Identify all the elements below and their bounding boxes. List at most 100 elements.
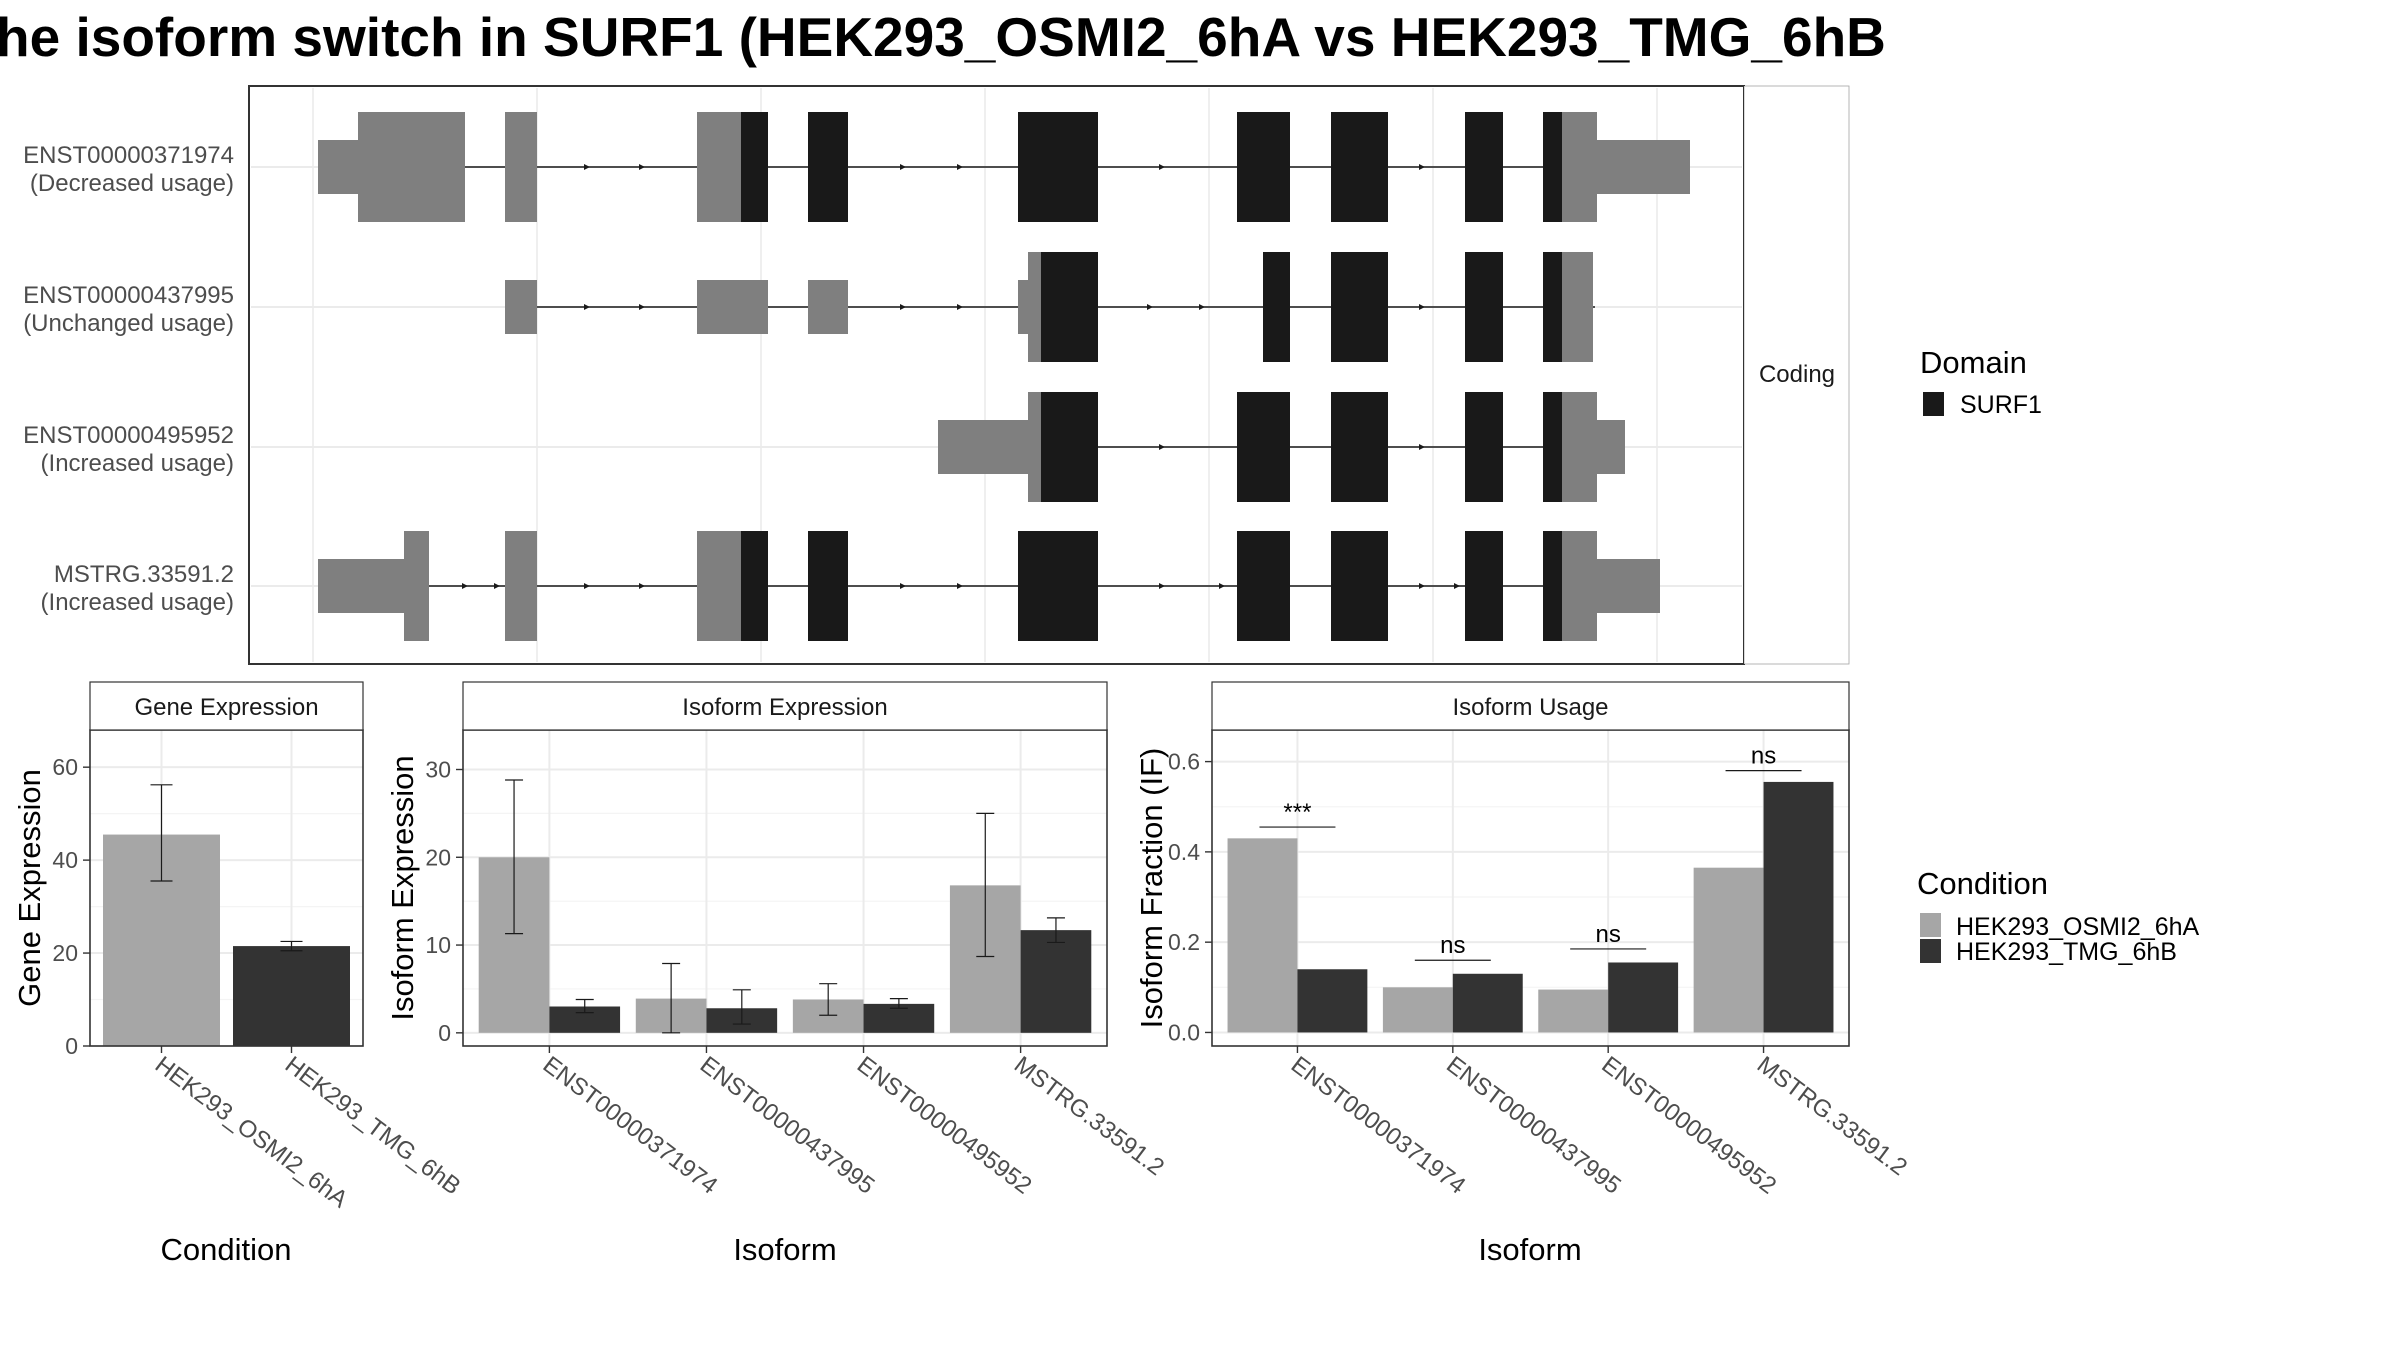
bar: [1020, 930, 1092, 1033]
bar: [1538, 989, 1609, 1033]
y-tick-label: 30: [425, 757, 451, 783]
domain-exon: [1543, 531, 1562, 641]
domain-exon: [808, 112, 848, 222]
intron-arrow: [584, 304, 590, 310]
domain-exon: [1331, 252, 1388, 362]
bar-charts: Gene Expression0204060HEK293_OSMI2_6hAHE…: [12, 681, 1912, 1267]
y-tick-label: 40: [52, 847, 78, 873]
x-axis-label: Condition: [161, 1232, 292, 1267]
domain-exon: [1237, 112, 1290, 222]
domain-exon: [1465, 531, 1503, 641]
intron-arrow: [1159, 444, 1165, 450]
domain-exon: [1237, 392, 1290, 502]
y-tick-label: 10: [425, 932, 451, 958]
panel-title: Isoform Expression: [682, 694, 887, 721]
significance-label: ns: [1440, 932, 1465, 959]
y-tick-label: 0: [65, 1033, 78, 1059]
domain-legend: Domain SURF1: [1920, 345, 2042, 419]
domain-exon: [1237, 531, 1290, 641]
utr-exon: [358, 112, 465, 222]
intron-arrow: [639, 583, 645, 589]
intron-arrow: [1419, 583, 1425, 589]
utr-exon: [505, 280, 537, 334]
utr-exon: [318, 559, 404, 613]
utr-exon: [404, 531, 429, 641]
intron-arrow: [1159, 583, 1165, 589]
y-axis-label: Isoform Fraction (IF): [1134, 748, 1169, 1029]
transcript-label-usage: (Increased usage): [41, 589, 234, 616]
significance-label: ns: [1596, 921, 1621, 948]
transcript-label-usage: (Decreased usage): [30, 170, 234, 197]
domain-legend-label: SURF1: [1960, 391, 2042, 419]
bar: [233, 946, 350, 1046]
intron-arrow: [1454, 583, 1460, 589]
condition-legend-swatch-b: [1920, 939, 1941, 963]
condition-legend: Condition HEK293_OSMI2_6hA HEK293_TMG_6h…: [1917, 866, 2200, 966]
bar: [1297, 969, 1368, 1033]
intron-arrow: [900, 304, 906, 310]
transcript-label-id: ENST00000437995: [23, 282, 234, 309]
transcript-row: [318, 531, 1660, 641]
domain-exon: [741, 531, 768, 641]
intron-arrow: [900, 164, 906, 170]
utr-exon: [318, 140, 358, 194]
transcript-label-id: ENST00000371974: [23, 142, 234, 169]
intron-arrow: [957, 304, 963, 310]
domain-exon: [1263, 252, 1290, 362]
y-tick-label: 0.2: [1168, 929, 1200, 955]
domain-exon: [1543, 112, 1562, 222]
domain-exon: [741, 112, 768, 222]
transcript-row: [505, 252, 1595, 362]
intron-arrow: [462, 583, 468, 589]
utr-exon: [1018, 280, 1028, 334]
x-tick-label: MSTRG.33591.2: [1752, 1051, 1912, 1181]
coding-strip: [1743, 85, 1850, 665]
intron-arrow: [584, 583, 590, 589]
domain-exon: [1018, 112, 1098, 222]
utr-exon: [697, 531, 741, 641]
utr-exon: [505, 112, 537, 222]
utr-exon: [1562, 392, 1597, 502]
bar: [1227, 838, 1298, 1033]
domain-exon: [1543, 252, 1562, 362]
intron-arrow: [1199, 304, 1205, 310]
intron-arrow: [584, 164, 590, 170]
bar: [1693, 867, 1764, 1033]
intron-arrow: [1147, 304, 1153, 310]
domain-exon: [1041, 252, 1098, 362]
domain-legend-swatch: [1923, 392, 1944, 416]
panel-title: Isoform Usage: [1452, 694, 1608, 721]
domain-exon: [1018, 531, 1098, 641]
figure-title: he isoform switch in SURF1 (HEK293_OSMI2…: [0, 6, 1886, 68]
intron-arrow: [639, 304, 645, 310]
transcript-row-labels: ENST00000371974(Decreased usage) ENST0000…: [23, 142, 234, 616]
domain-legend-title: Domain: [1920, 345, 2027, 380]
domain-exon: [1041, 392, 1098, 502]
y-tick-label: 0: [438, 1020, 451, 1046]
intron-arrow: [1159, 164, 1165, 170]
x-axis-label: Isoform: [733, 1232, 836, 1267]
condition-legend-title: Condition: [1917, 866, 2048, 901]
bar: [1382, 987, 1453, 1033]
bar: [1763, 781, 1834, 1033]
panel-title: Gene Expression: [134, 694, 318, 721]
transcript-rows: [318, 112, 1690, 641]
intron-arrow: [639, 164, 645, 170]
transcript-row: [318, 112, 1690, 222]
y-tick-label: 20: [425, 844, 451, 870]
utr-exon: [697, 112, 741, 222]
chart-panel: Isoform Expression 0 10 20 30 ENST00000371974…: [385, 681, 1169, 1267]
panel-strip: [462, 681, 1108, 731]
intron-arrow: [957, 164, 963, 170]
panel-strip: [89, 681, 364, 731]
y-tick-label: 0.0: [1168, 1019, 1200, 1045]
domain-exon: [1331, 112, 1388, 222]
transcript-row: [938, 392, 1625, 502]
utr-exon: [1597, 140, 1690, 194]
bar: [1608, 962, 1679, 1033]
y-axis-label: Isoform Expression: [385, 755, 420, 1020]
y-tick-label: 0.6: [1168, 749, 1200, 775]
utr-exon: [938, 420, 1028, 474]
significance-label: ***: [1283, 799, 1311, 826]
